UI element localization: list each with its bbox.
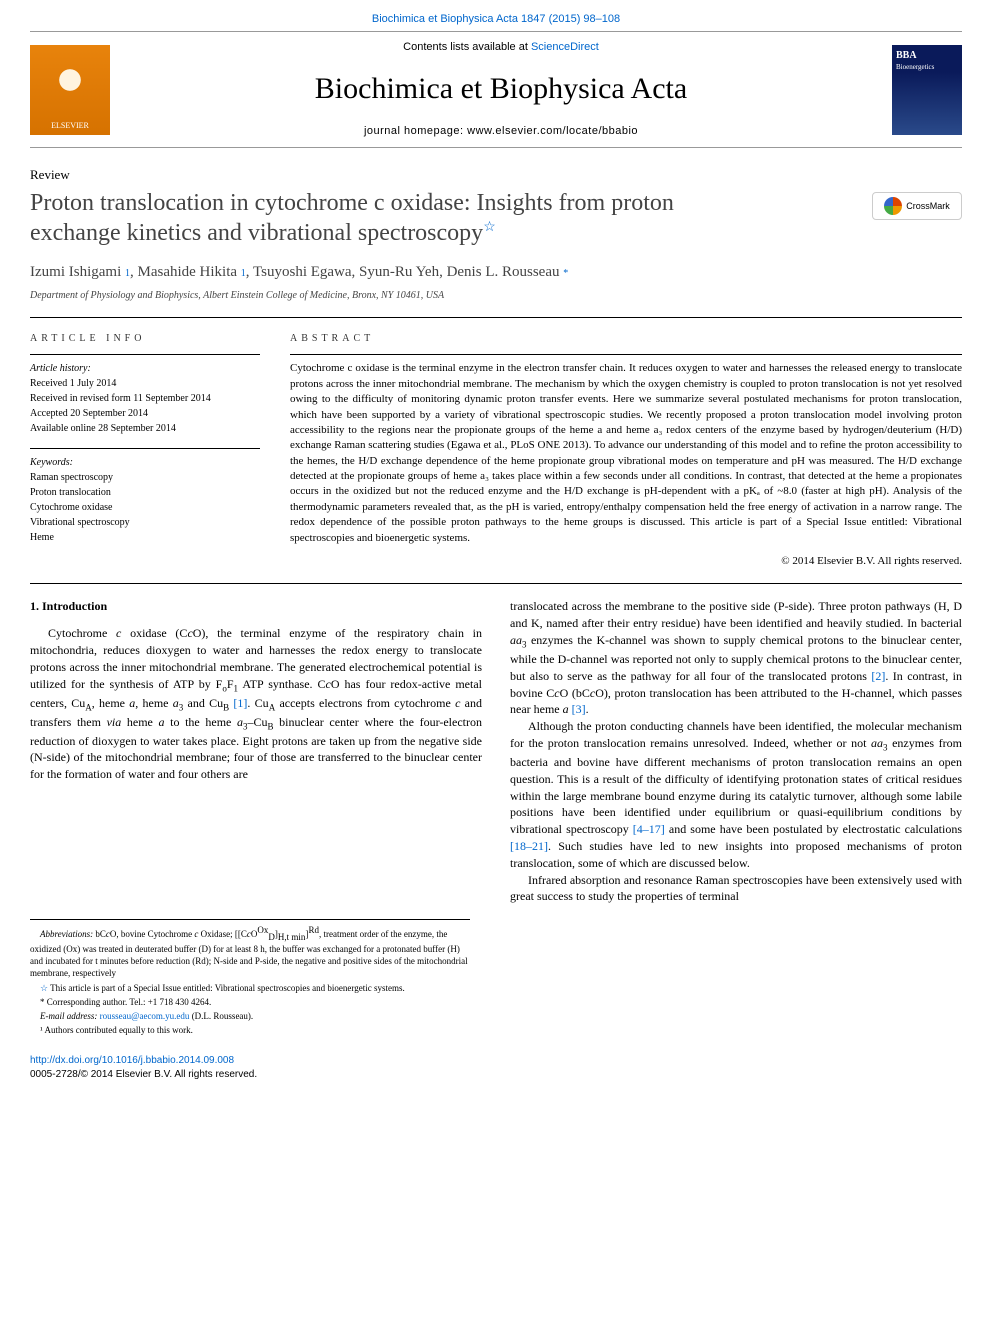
masthead-center: Contents lists available at ScienceDirec… [130,40,872,139]
history-item: Received in revised form 11 September 20… [30,391,260,406]
keyword: Proton translocation [30,485,260,500]
corresponding-author-footnote: * Corresponding author. Tel.: +1 718 430… [30,996,470,1008]
body-paragraph: translocated across the membrane to the … [510,598,962,718]
title-line2: exchange kinetics and vibrational spectr… [30,220,483,246]
email-link[interactable]: rousseau@aecom.yu.edu [100,1011,190,1021]
cover-label: BBA [896,49,958,63]
body-paragraph: Infrared absorption and resonance Raman … [510,872,962,906]
keyword: Vibrational spectroscopy [30,515,260,530]
history-item: Accepted 20 September 2014 [30,406,260,421]
divider [30,317,962,318]
footer: http://dx.doi.org/10.1016/j.bbabio.2014.… [30,1054,962,1082]
body-right-column: translocated across the membrane to the … [510,598,962,905]
keywords-title: Keywords: [30,455,260,470]
crossmark-icon [884,197,902,215]
special-issue-footnote: ☆ This article is part of a Special Issu… [30,982,470,994]
homepage-line: journal homepage: www.elsevier.com/locat… [130,124,872,139]
sciencedirect-link[interactable]: ScienceDirect [531,41,599,53]
ref-link[interactable]: [2] [871,669,885,683]
article-title: Proton translocation in cytochrome c oxi… [30,188,852,248]
issn-copyright: 0005-2728/© 2014 Elsevier B.V. All right… [30,1068,962,1082]
elsevier-label: ELSEVIER [51,120,89,131]
keyword: Raman spectroscopy [30,470,260,485]
masthead: ELSEVIER Contents lists available at Sci… [30,31,962,148]
email-footnote: E-mail address: rousseau@aecom.yu.edu (D… [30,1010,470,1022]
article-info-column: article info Article history: Received 1… [30,332,260,569]
affiliation: Department of Physiology and Biophysics,… [30,289,962,303]
abbreviations-footnote: Abbreviations: bCcO, bovine Cytochrome c… [30,924,470,979]
history-title: Article history: [30,361,260,376]
contents-prefix: Contents lists available at [403,41,531,53]
homepage-prefix: journal homepage: [364,125,467,137]
body-left-column: 1. Introduction Cytochrome c oxidase (Cc… [30,598,482,905]
ref-link[interactable]: [4–17] [633,822,665,836]
intro-heading: 1. Introduction [30,598,482,615]
title-footnote-star-icon: ☆ [483,220,496,235]
abstract-label: abstract [290,332,962,346]
keyword: Cytochrome oxidase [30,500,260,515]
title-line1: Proton translocation in cytochrome c oxi… [30,190,674,216]
contribution-footnote: ¹ Authors contributed equally to this wo… [30,1024,470,1036]
journal-citation[interactable]: Biochimica et Biophysica Acta 1847 (2015… [0,0,992,31]
keywords: Keywords: Raman spectroscopy Proton tran… [30,448,260,545]
article-info-label: article info [30,332,260,346]
doi-link[interactable]: http://dx.doi.org/10.1016/j.bbabio.2014.… [30,1054,962,1068]
abstract-copyright: © 2014 Elsevier B.V. All rights reserved… [290,554,962,569]
authors: Izumi Ishigami 1, Masahide Hikita 1, Tsu… [30,262,962,283]
body-paragraph: Cytochrome c oxidase (CcO), the terminal… [30,625,482,783]
history-item: Available online 28 September 2014 [30,421,260,436]
cover-sublabel: Bioenergetics [896,63,958,73]
contents-line: Contents lists available at ScienceDirec… [130,40,872,55]
history-item: Received 1 July 2014 [30,376,260,391]
journal-cover-thumbnail: BBA Bioenergetics [892,45,962,135]
keyword: Heme [30,530,260,545]
elsevier-logo: ELSEVIER [30,45,110,135]
ref-link[interactable]: [18–21] [510,839,548,853]
body-paragraph: Although the proton conducting channels … [510,718,962,871]
divider [30,583,962,584]
crossmark-label: CrossMark [906,200,950,213]
article-type: Review [30,166,962,184]
footnotes: Abbreviations: bCcO, bovine Cytochrome c… [30,919,470,1036]
crossmark-badge[interactable]: CrossMark [872,192,962,220]
journal-name: Biochimica et Biophysica Acta [130,68,872,110]
ref-link[interactable]: [1] [233,696,247,710]
abstract-text: Cytochrome c oxidase is the terminal enz… [290,354,962,546]
homepage-url[interactable]: www.elsevier.com/locate/bbabio [467,125,638,137]
ref-link[interactable]: [3] [572,702,586,716]
article-history: Article history: Received 1 July 2014 Re… [30,354,260,436]
abstract-column: abstract Cytochrome c oxidase is the ter… [290,332,962,569]
